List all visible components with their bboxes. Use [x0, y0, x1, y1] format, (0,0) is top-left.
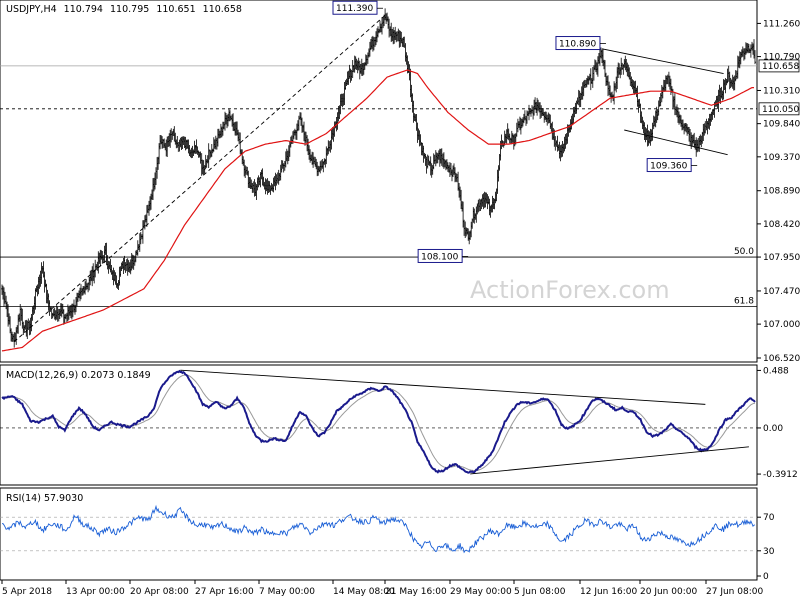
price-tick-label: 111.260	[763, 19, 800, 29]
price-tick-label: 110.310	[763, 86, 800, 96]
macd-line	[1, 369, 756, 474]
time-tick-label: 12 Jun 16:00	[580, 587, 637, 597]
fib-level-label: 61.8	[734, 296, 754, 306]
rsi-tick-label: 30	[763, 547, 775, 557]
macd-title: MACD(12,26,9) 0.2073 0.1849	[6, 370, 151, 381]
price-tick-label: 109.840	[763, 120, 800, 130]
price-bars	[1, 8, 756, 348]
price-trendline	[624, 129, 728, 156]
price-tick-label: 107.950	[763, 253, 800, 263]
swing-label-box	[417, 248, 463, 263]
price-tag-box	[758, 102, 800, 116]
swing-label: 109.360	[650, 162, 687, 172]
price-tick-label: 107.470	[763, 287, 800, 297]
rsi-tick-label: 0	[763, 572, 769, 582]
watermark: ActionForex.com	[470, 276, 670, 304]
rsi-title: RSI(14) 57.9030	[6, 493, 83, 504]
price-tick-label: 107.000	[763, 320, 800, 330]
price-tag-label: 110.658	[762, 62, 799, 72]
time-tick-label: 7 May 00:00	[259, 587, 315, 597]
ohlc-open: 110.794	[64, 4, 103, 15]
time-tick-label: 20 Apr 08:00	[130, 587, 189, 597]
price-tick-label: 110.790	[763, 53, 800, 63]
time-tick-label: 13 Apr 00:00	[66, 587, 125, 597]
swing-label-box	[332, 0, 378, 15]
price-tick-label: 109.370	[763, 153, 800, 163]
macd-tick-label: 0.00	[763, 424, 783, 434]
rsi-pane: RSI(14) 57.9030 70 30 0	[0, 487, 775, 582]
price-tag-label: 110.050	[762, 105, 799, 115]
time-axis: 5 Apr 2018 13 Apr 00:00 20 Apr 08:00 27 Apr…	[1, 580, 763, 597]
price-tag-box	[758, 59, 800, 73]
ohlc-close: 110.658	[203, 4, 242, 15]
ohlc-low: 110.651	[156, 4, 195, 15]
macd-trendline	[470, 446, 749, 475]
time-tick-label: 5 Jun 08:00	[514, 587, 566, 597]
ohlc-high: 110.795	[110, 4, 149, 15]
swing-label: 111.390	[336, 4, 373, 14]
price-title: USDJPY,H4 110.794 110.795 110.651 110.65…	[6, 4, 242, 15]
moving-average-line	[1, 69, 754, 352]
macd-trendline	[180, 369, 706, 405]
swing-label-box	[555, 36, 601, 51]
price-trendline	[601, 48, 724, 74]
symbol-timeframe: USDJPY,H4	[6, 4, 57, 15]
time-tick-label: 14 May 08:00	[333, 587, 395, 597]
price-tick-label: 106.520	[763, 354, 800, 364]
swing-label: 110.890	[559, 40, 596, 50]
swing-label: 108.100	[421, 252, 458, 262]
fib-level-label: 50.0	[734, 247, 754, 257]
time-tick-label: 20 Jun 00:00	[640, 587, 697, 597]
macd-pane: MACD(12,26,9) 0.2073 0.1849 0.488 0.00 -0.…	[0, 364, 798, 486]
time-tick-label: 27 Apr 16:00	[195, 587, 254, 597]
swing-label-box	[646, 158, 692, 173]
time-tick-label: 21 May 16:00	[385, 587, 447, 597]
rsi-tick-label: 70	[763, 513, 775, 523]
macd-tick-label: 0.488	[763, 366, 789, 376]
price-tick-label: 108.890	[763, 187, 800, 197]
rsi-line	[1, 504, 756, 554]
price-trendline	[13, 13, 388, 343]
macd-tick-label: -0.3912	[763, 470, 798, 480]
time-tick-label: 29 May 00:00	[450, 587, 512, 597]
price-pane: ActionForex.com 50.0 61.8 111.390 110.890 1…	[0, 0, 800, 364]
time-tick-label: 27 Jun 08:00	[706, 587, 763, 597]
time-tick-label: 5 Apr 2018	[2, 587, 52, 597]
price-tick-label: 108.420	[763, 220, 800, 230]
